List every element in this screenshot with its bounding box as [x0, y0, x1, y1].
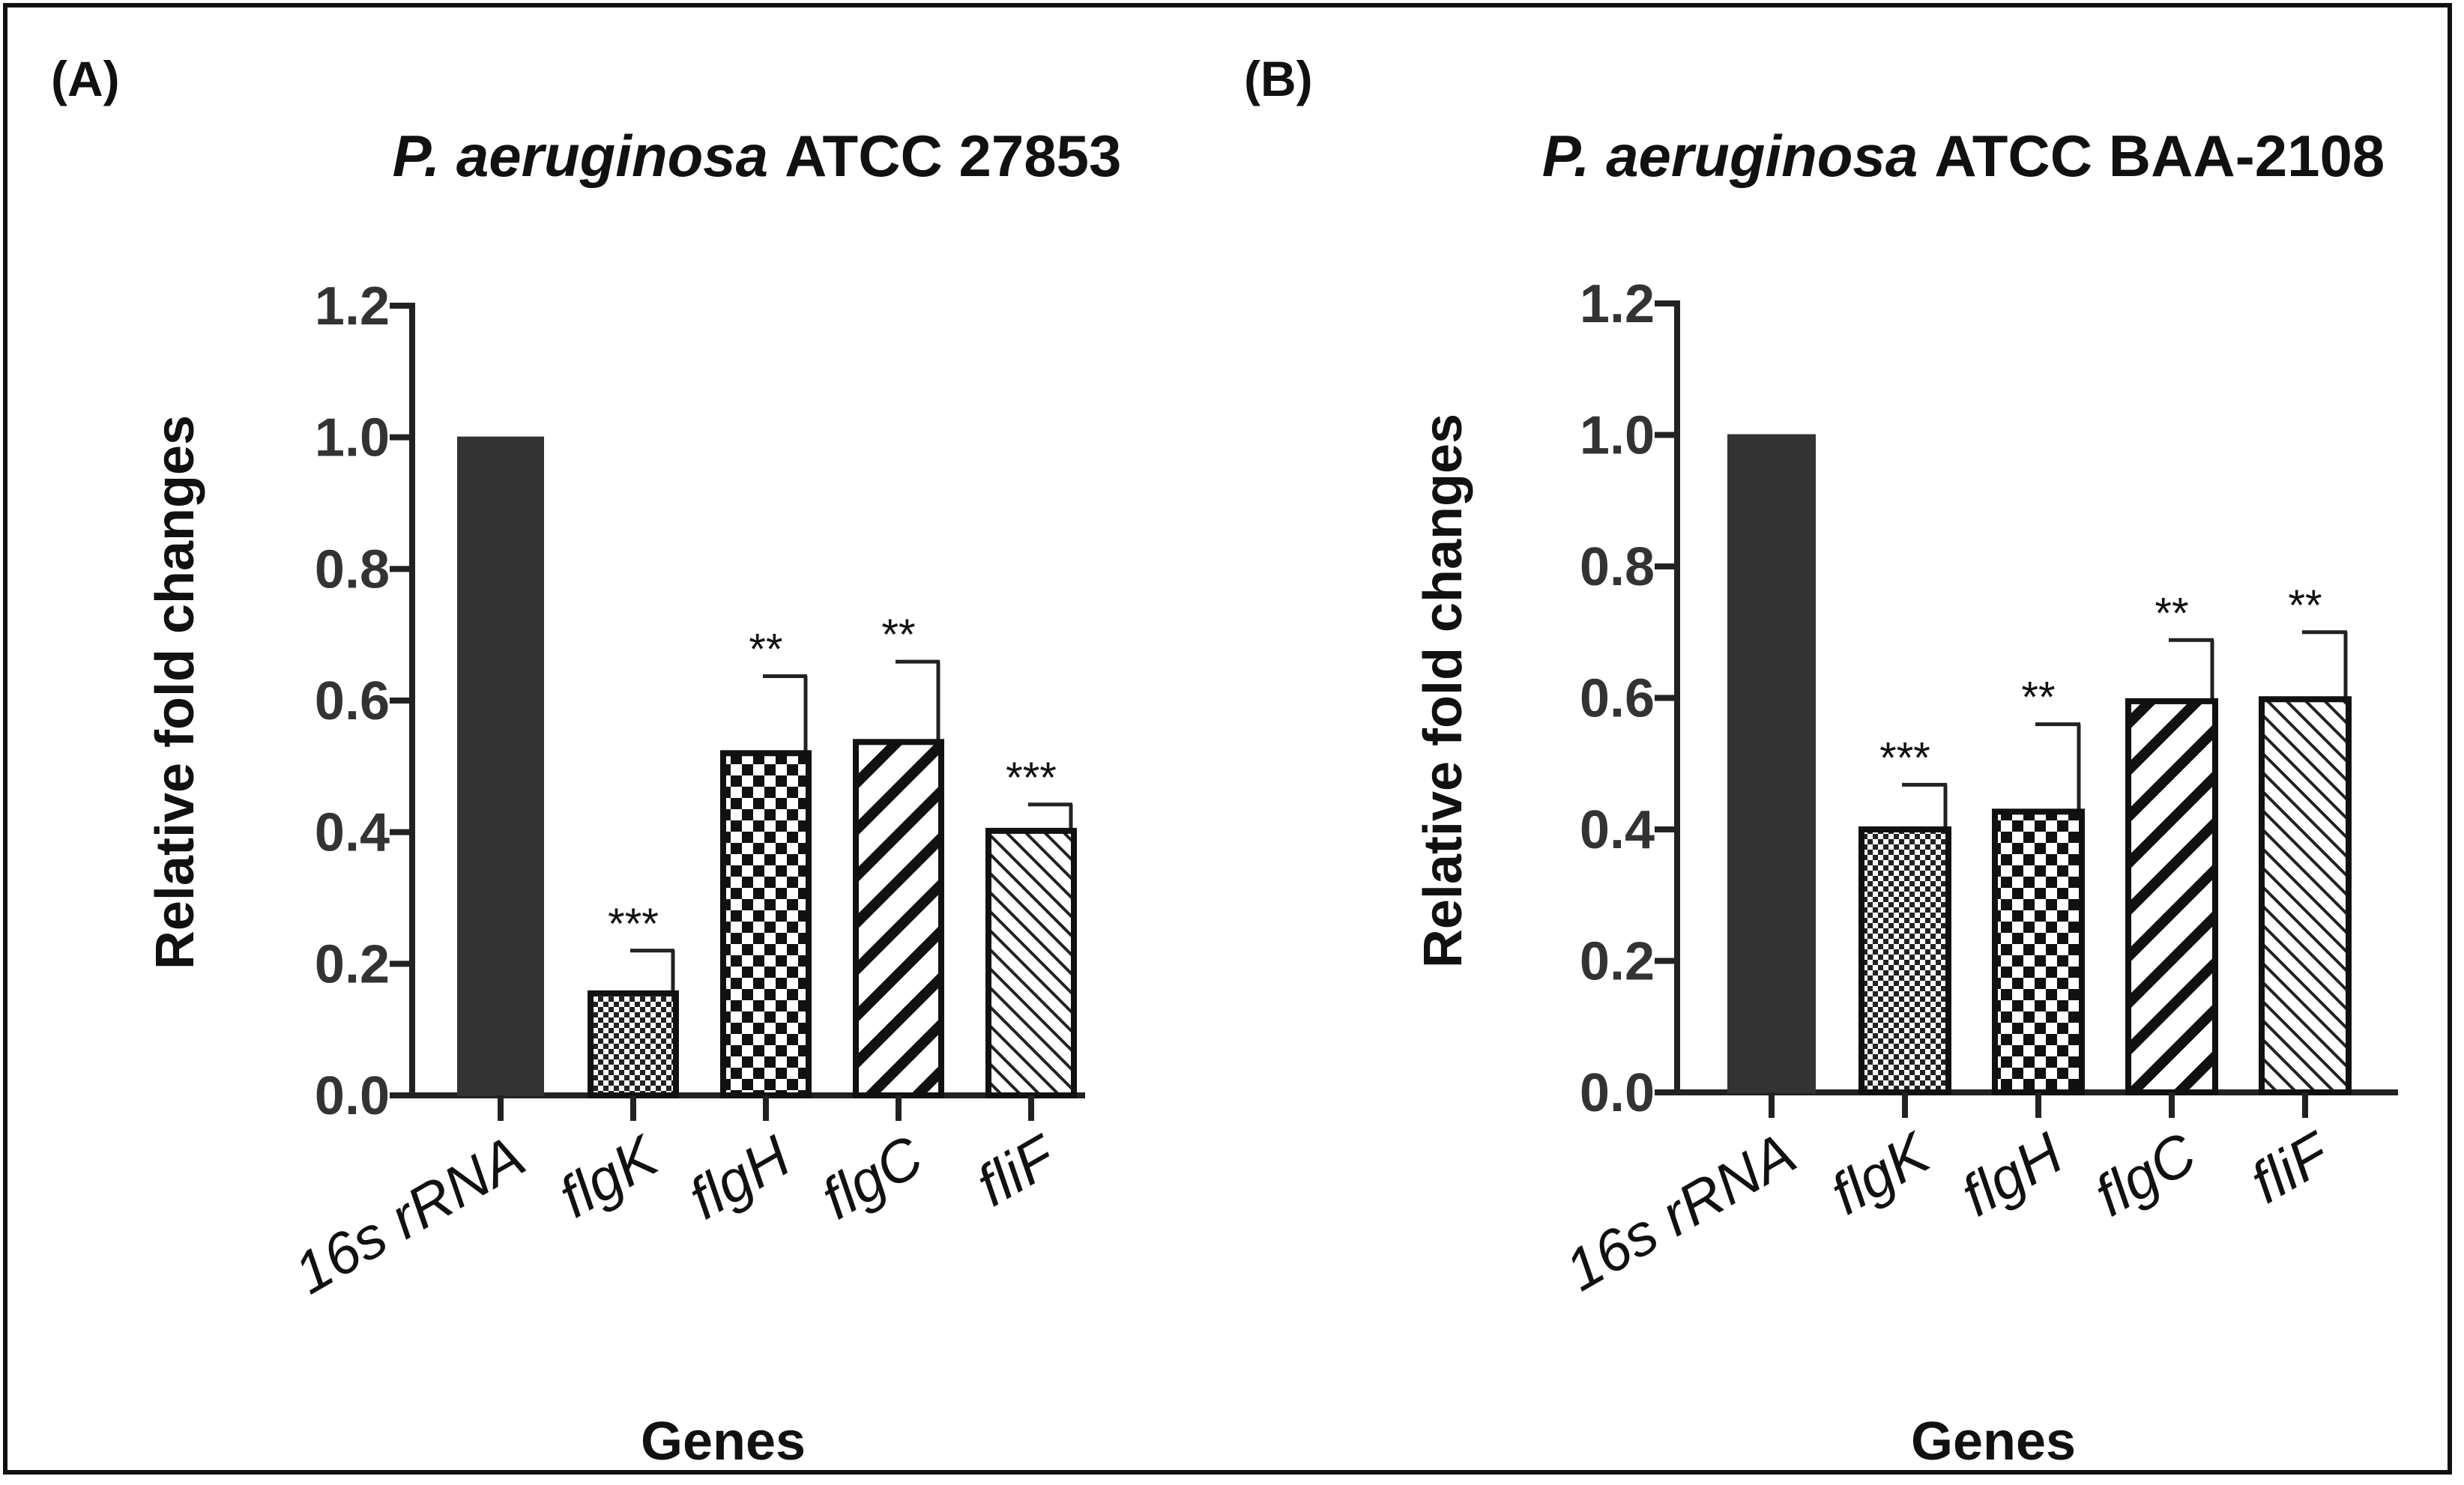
- panel-a-bar-3: [853, 739, 944, 1099]
- panel-b-title-rest: ATCC BAA-2108: [1934, 123, 2385, 189]
- panel-b-bar-4: [2259, 696, 2352, 1095]
- panel-a-label: (A): [51, 51, 120, 106]
- panel-b-bar-0: [1727, 434, 1816, 1093]
- panel-a-y-axis-label: Relative fold changes: [145, 415, 205, 970]
- panel-a-significance-2: **: [749, 626, 782, 674]
- panel-a-y-tick-label: 1.2: [315, 276, 390, 336]
- panel-a-category-label-0: 16s rRNA: [283, 1123, 536, 1307]
- panel-b-y-tick-label: 0.2: [1580, 932, 1655, 992]
- panel-b-title: P. aeruginosa ATCC BAA-2108: [1542, 123, 2385, 189]
- panel-b-label: (B): [1244, 51, 1313, 106]
- panel-b-significance-4: **: [2288, 581, 2322, 630]
- panel-b-title-italic: P. aeruginosa: [1542, 123, 1918, 189]
- panel-b-y-axis-label: Relative fold changes: [1413, 414, 1473, 968]
- panel-a-y-tick-label: 0.2: [315, 934, 390, 994]
- panel-a-category-label-4: fliF: [965, 1121, 1069, 1218]
- panel-b-y-tick-label: 0.0: [1580, 1063, 1655, 1123]
- panel-a-bar-2: [720, 750, 812, 1098]
- panel-a-y-tick-label: 0.0: [315, 1066, 390, 1126]
- panel-a-significance-4: ***: [1006, 754, 1057, 802]
- panel-b-significance-1: ***: [1879, 734, 1930, 782]
- panel-b-significance-2: **: [2021, 674, 2055, 722]
- panel-b-x-axis-label: Genes: [1911, 1412, 2076, 1472]
- panel-b-category-label-2: flgH: [1950, 1119, 2074, 1229]
- panel-b-significance-3: **: [2155, 589, 2188, 638]
- panel-a-y-tick-label: 0.4: [315, 803, 390, 863]
- panel-a-y-tick-label: 0.8: [315, 539, 390, 599]
- panel-b-category-label-4: fliF: [2239, 1118, 2343, 1215]
- panel-a-category-label-3: flgC: [810, 1122, 934, 1232]
- panel-a-bar-1: [588, 990, 679, 1098]
- panel-b-category-label-0: 16s rRNA: [1554, 1120, 1807, 1304]
- panel-a-y-tick-label: 0.6: [315, 671, 390, 731]
- panel-a-title: P. aeruginosa ATCC 27853: [393, 123, 1122, 189]
- panel-b-y-tick-label: 0.4: [1580, 800, 1655, 860]
- panel-a-title-rest: ATCC 27853: [785, 123, 1121, 189]
- panel-a-significance-3: **: [881, 611, 915, 659]
- panel-a-x-axis-label: Genes: [641, 1412, 806, 1472]
- panel-a-plot: 0.0 0.2 0.4 0.6 0.8 1.0 1.2 16s rRNA *** flgK ** fl…: [283, 276, 1085, 1307]
- panel-b-y-tick-label: 0.8: [1580, 537, 1655, 597]
- panel-a-bar-4: [985, 827, 1077, 1099]
- panel-b-category-label-1: flgK: [1820, 1119, 1942, 1227]
- panel-a-title-italic: P. aeruginosa: [393, 123, 768, 189]
- panel-b-category-label-3: flgC: [2083, 1119, 2207, 1229]
- panel-a-category-label-1: flgK: [548, 1122, 670, 1230]
- panel-b-y-tick-label: 1.2: [1580, 274, 1655, 334]
- panel-b-bar-2: [1992, 808, 2085, 1095]
- panel-b-y-tick-label: 1.0: [1580, 406, 1655, 466]
- panel-b-y-tick-label: 0.6: [1580, 669, 1655, 729]
- panel-b-bar-3: [2125, 698, 2218, 1095]
- panel-a-y-tick-label: 1.0: [315, 408, 390, 468]
- panel-b-bar-1: [1858, 826, 1951, 1095]
- panel-b-plot: 0.0 0.2 0.4 0.6 0.8 1.0 1.2 16s rRNA *** flgK ** fl…: [1554, 274, 2398, 1304]
- panel-a-significance-1: ***: [608, 900, 659, 949]
- panel-a-category-label-2: flgH: [677, 1122, 801, 1232]
- panel-a-bar-0: [457, 436, 544, 1096]
